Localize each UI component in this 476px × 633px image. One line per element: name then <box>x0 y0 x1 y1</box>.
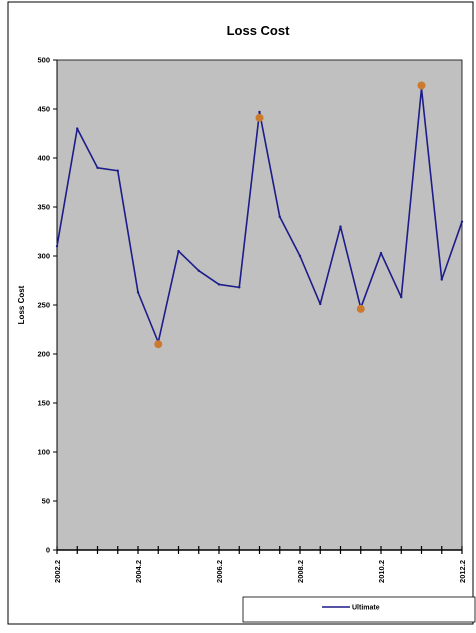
chart-title: Loss Cost <box>227 23 291 38</box>
data-point <box>55 245 59 248</box>
data-point <box>339 225 342 228</box>
data-point <box>319 302 322 306</box>
data-point <box>177 249 180 253</box>
y-tick-label: 250 <box>37 301 50 310</box>
data-point <box>258 110 261 114</box>
data-point <box>197 269 200 272</box>
data-point <box>96 166 99 169</box>
y-tick-label: 100 <box>37 448 50 457</box>
y-tick-label: 300 <box>37 252 50 261</box>
y-tick-label: 350 <box>37 203 50 212</box>
y-tick-label: 50 <box>42 497 50 506</box>
x-tick-label: 2004.2 <box>134 560 143 583</box>
x-tick-label: 2010.2 <box>377 560 386 583</box>
y-tick-label: 450 <box>37 105 50 114</box>
y-tick-label: 400 <box>37 154 50 163</box>
y-tick-label: 200 <box>37 350 50 359</box>
highlight-markers <box>154 81 426 349</box>
data-point <box>440 278 443 281</box>
x-tick-label: 2012.2 <box>458 560 467 583</box>
plot-area <box>56 59 463 551</box>
data-point <box>400 295 403 299</box>
legend-label-ultimate: Ultimate <box>352 605 380 612</box>
y-tick-label: 0 <box>46 546 50 555</box>
data-point <box>76 127 79 130</box>
data-point <box>238 286 241 289</box>
data-point <box>379 251 383 255</box>
highlight-marker <box>417 81 426 90</box>
y-axis: 0 50 100 150 200 250 300 350 400 450 500 <box>37 56 58 555</box>
data-point <box>136 291 140 294</box>
highlight-marker <box>255 113 264 122</box>
data-point <box>116 169 119 172</box>
data-point <box>298 254 302 258</box>
y-tick-label: 500 <box>37 56 50 65</box>
x-axis: 2002.2 2004.2 2006.2 2008.2 2010.2 2012.2 <box>53 546 467 583</box>
y-axis-label: Loss Cost <box>17 285 26 324</box>
data-point <box>460 220 464 223</box>
x-tick-label: 2006.2 <box>215 560 224 583</box>
data-point <box>217 283 221 286</box>
legend-box <box>242 596 476 623</box>
highlight-marker <box>356 304 365 313</box>
x-tick-label: 2008.2 <box>296 560 305 583</box>
y-tick-label: 150 <box>37 399 50 408</box>
x-tick-label: 2002.2 <box>53 560 62 583</box>
highlight-marker <box>154 340 163 349</box>
legend: Ultimate <box>242 596 476 623</box>
data-point <box>278 215 281 218</box>
